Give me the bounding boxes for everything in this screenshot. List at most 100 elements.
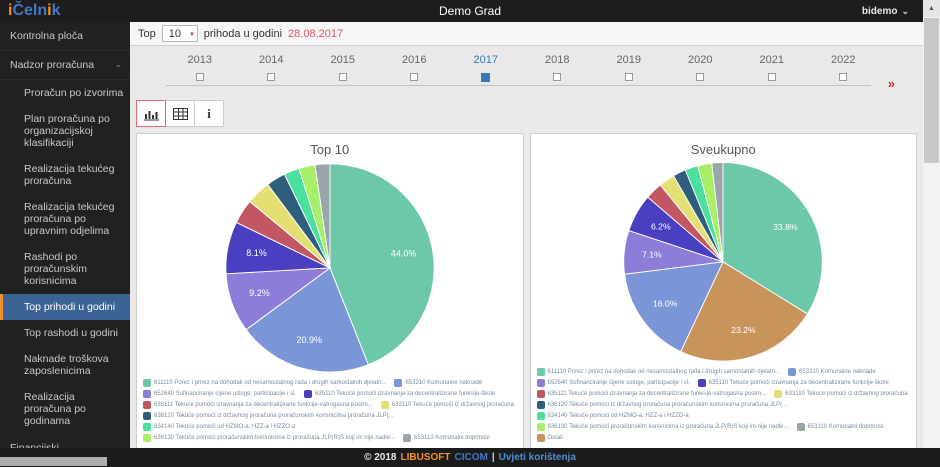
year-tick-2017[interactable] (481, 73, 491, 82)
legend-color-swatch (697, 379, 706, 387)
pie-slice-653210[interactable] (245, 267, 369, 373)
sidebar-nav: Kontrolna ploča Nadzor proračuna ⌄ Proračun… (0, 22, 130, 448)
sidebar-item-realizacija-prora-una-po-godinama[interactable]: Realizacija proračuna po godinama (24, 391, 86, 427)
user-menu[interactable]: bidemo ⌄ (862, 0, 909, 22)
terms-link[interactable]: Uvjeti korištenja (498, 452, 576, 463)
pie-data-label: 20.9% (296, 335, 322, 345)
sidebar-item-rashodi-po-prora-unskim-korisnicima[interactable]: Rashodi po proračunskim korisnicima (24, 251, 88, 287)
year-cell-2016: 2016 (379, 54, 451, 82)
chart-panels: Top 10 44.0% 20.9% 9.2% 8.1% 611110 Porez i… (136, 133, 917, 449)
legend-color-swatch (394, 379, 403, 387)
chevron-down-icon: ⌄ (114, 442, 122, 448)
year-label-2014: 2014 (259, 54, 284, 66)
year-cell-2014: 2014 (236, 54, 308, 82)
legend-label: 636130 Tekuće pomoći proračunskim korisn… (547, 424, 789, 430)
legend-item-635110[interactable]: 635110 Tekuće pomoći izravnanja za decen… (697, 379, 889, 387)
year-tick-2013[interactable] (195, 73, 204, 81)
sidebar-item-kontrolna-plo-a[interactable]: Kontrolna ploča (0, 22, 130, 51)
top-n-select[interactable]: 10 ▾ (161, 25, 198, 42)
legend-item-652640[interactable]: 652640 Sufinanciranje cijene usluge, par… (143, 390, 296, 398)
table-view-button[interactable] (165, 100, 195, 127)
year-tick-2022[interactable] (839, 73, 848, 81)
sidebar-item-plan-prora-una-po-organizacijskoj-klasifikaciji[interactable]: Plan proračuna po organizacijskoj klasif… (24, 113, 110, 149)
sidebar-item-top-rashodi-u-godini[interactable]: Top rashodi u godini (24, 327, 118, 339)
pie-slice-ostali[interactable] (680, 261, 809, 362)
legend-label: 636120 Tekuće pomoći iz državnog proraču… (547, 402, 788, 408)
sidebar-item-nadzor-prora-una[interactable]: Nadzor proračuna ⌄ (0, 51, 130, 80)
legend-color-swatch (536, 434, 545, 442)
footer-brand-libusoft[interactable]: LIBUSOFT (400, 452, 451, 463)
legend-item-653110[interactable]: 653110 Komunalni doprinosi (403, 434, 490, 442)
top-n-value: 10 (168, 27, 181, 40)
legend-color-swatch (536, 368, 545, 376)
legend-label: 653110 Komunalni doprinosi (807, 424, 884, 430)
logo-letter: k (51, 2, 61, 19)
pie-slice-653110[interactable] (711, 162, 724, 263)
footer-copyright: © 2018 (364, 452, 397, 463)
legend-item-636130[interactable]: 636130 Tekuće pomoći proračunskim korisn… (536, 423, 789, 431)
sidebar-item-financijski-pokazatelji[interactable]: Financijski pokazatelji ⌄ (0, 434, 130, 448)
legend-label: 634140 Tekuće pomoći od HZMO-a, HZZ-a i … (154, 424, 296, 430)
page-title: Demo Grad (438, 4, 502, 18)
legend-item-635111[interactable]: 635111 Tekuće pomoći izravnanja za decen… (143, 401, 373, 409)
legend-item-635110[interactable]: 635110 Tekuće pomoći izravnanja za decen… (304, 390, 495, 398)
year-tick-2021[interactable] (767, 73, 776, 81)
legend-item-636120[interactable]: 636120 Tekuće pomoći iz državnog proraču… (143, 412, 394, 420)
legend-color-swatch (536, 412, 545, 420)
filter-bar: Top 10 ▾ prihoda u godini 28.08.2017 (130, 22, 923, 46)
year-tick-2016[interactable] (410, 73, 419, 81)
legend-item-634140[interactable]: 634140 Tekuće pomoći od HZMO-a, HZZ-a i … (536, 412, 689, 420)
pie-data-label: 8.1% (246, 248, 267, 258)
legend-item-611110[interactable]: 611110 Porez i prirez na dohodak od nesa… (536, 368, 780, 376)
sidebar-item-realizacija-teku-eg-prora-una-po-upravnim-odjelima[interactable]: Realizacija tekućeg proračuna po upravni… (24, 201, 115, 237)
year-tick-2015[interactable] (338, 73, 347, 81)
filter-suffix-label: prihoda u godini (203, 27, 283, 40)
sidebar-item-naknade-tro-kova-zaposlenicima[interactable]: Naknade troškova zaposlenicima (24, 353, 109, 377)
year-tick-2019[interactable] (624, 73, 633, 81)
year-cell-2019: 2019 (593, 54, 665, 82)
footer-brand-cicom[interactable]: CICOM (454, 452, 488, 463)
pie-slice-653210[interactable] (624, 261, 725, 353)
scroll-up-icon[interactable]: ▲ (923, 0, 940, 17)
user-name: bidemo (861, 5, 898, 17)
legend-label: 633110 Tekuće pomoći iz državnog proraču… (785, 391, 908, 397)
year-label-2022: 2022 (831, 54, 856, 66)
bar-chart-icon (143, 107, 159, 121)
pie-chart-top10: 44.0% 20.9% 9.2% 8.1% (225, 163, 435, 373)
year-label-2016: 2016 (402, 54, 427, 66)
legend-item-636120[interactable]: 636120 Tekuće pomoći iz državnog proraču… (536, 401, 788, 409)
legend-item-634140[interactable]: 634140 Tekuće pomoći od HZMO-a, HZZ-a i … (143, 423, 295, 431)
legend-item-653110[interactable]: 653110 Komunalni doprinosi (796, 423, 884, 431)
legend-item-652640[interactable]: 652640 Sufinanciranje cijene usluge, par… (536, 379, 690, 387)
pie-slice-611110[interactable] (329, 163, 435, 366)
legend-item-636130[interactable]: 636130 Tekuće pomoći proračunskim korisn… (143, 434, 395, 442)
legend-color-swatch (143, 401, 151, 409)
slider-next-icon[interactable]: » (887, 76, 895, 91)
sidebar-item-realizacija-teku-eg-prora-una[interactable]: Realizacija tekućeg proračuna (24, 163, 115, 187)
legend-item-633110[interactable]: 633110 Tekuće pomoći iz državnog proraču… (380, 401, 514, 409)
legend-item-653210[interactable]: 653210 Komunalne naknade (787, 368, 876, 376)
sidebar-item-prora-un-po-izvorima[interactable]: Proračun po izvorima (24, 87, 124, 99)
legend-item-ostali[interactable]: Ostali (536, 434, 563, 442)
year-tick-2018[interactable] (553, 73, 562, 81)
vertical-scrollbar[interactable]: ▲ ▼ (923, 0, 940, 467)
vertical-scrollbar-thumb[interactable] (924, 18, 939, 163)
pie-slice-611110[interactable] (722, 162, 823, 315)
horizontal-scrollbar-thumb[interactable] (0, 457, 107, 466)
year-tick-2014[interactable] (267, 73, 276, 81)
year-label-2020: 2020 (688, 54, 713, 66)
legend-label: 652640 Sufinanciranje cijene usluge, par… (154, 391, 297, 397)
chart-view-button[interactable] (136, 100, 166, 127)
legend-item-653210[interactable]: 653210 Komunalne naknade (394, 379, 482, 387)
footer-bar: © 2018 LIBUSOFT CICOM | Uvjeti korištenj… (0, 448, 940, 467)
pie-slice-653110[interactable] (314, 163, 331, 269)
chevron-down-icon: ⌄ (901, 5, 909, 16)
legend-item-635111[interactable]: 635111 Tekuće pomoći izravnanja za decen… (536, 390, 766, 398)
legend-item-611110[interactable]: 611110 Porez i prirez na dohodak od nesa… (143, 379, 386, 387)
app-logo[interactable]: i Čeln i k (8, 0, 60, 22)
info-button[interactable]: i (194, 100, 224, 127)
legend-item-633110[interactable]: 633110 Tekuće pomoći iz državnog proraču… (774, 390, 908, 398)
sidebar-item-top-prihodi-u-godini[interactable]: Top prihodi u godini (0, 294, 130, 320)
year-tick-2020[interactable] (696, 73, 705, 81)
